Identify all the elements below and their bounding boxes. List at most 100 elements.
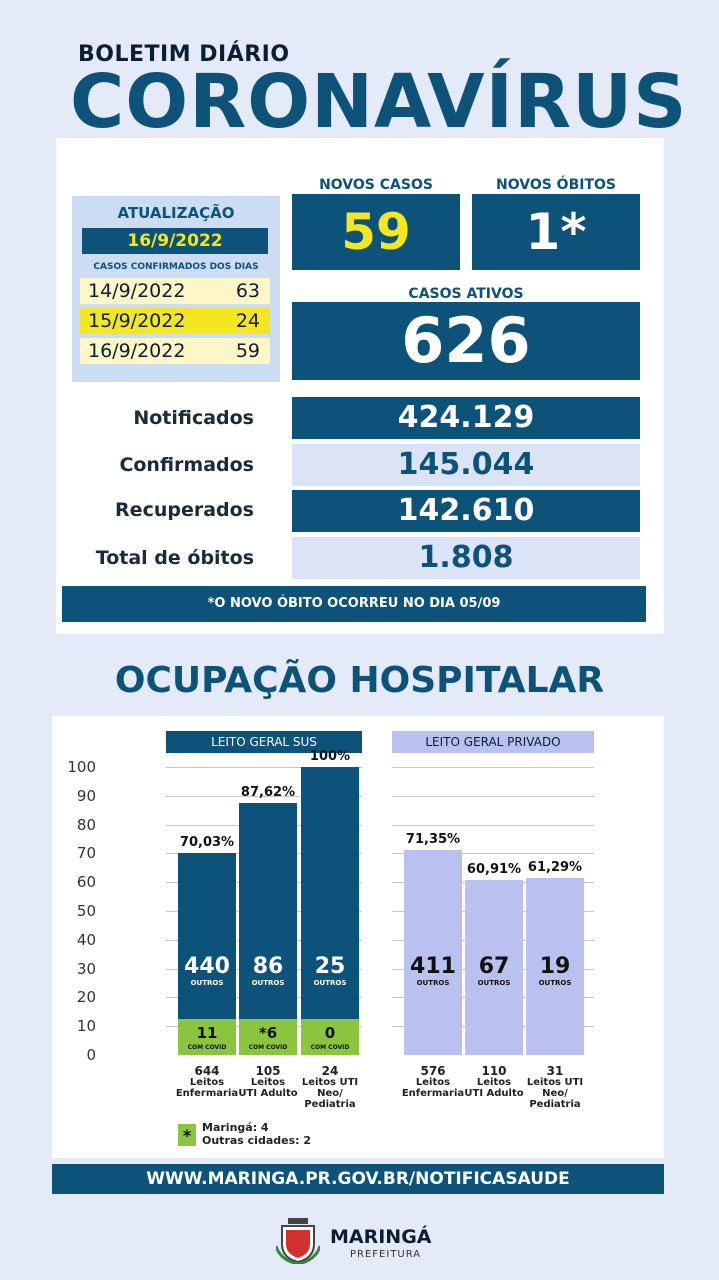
group-label-sus: LEITO GERAL SUS [166, 731, 362, 753]
y-tick-label: 20 [76, 988, 96, 1007]
bed-category-label: Enfermaria [175, 1088, 239, 1099]
bar-percent-label: 71,35% [405, 831, 461, 847]
update-subtitle: CASOS CONFIRMADOS DOS DIAS [93, 262, 259, 272]
day-value: 59 [235, 340, 260, 362]
covid-label: COM COVID [310, 1044, 350, 1051]
bed-category-label: Leitos [189, 1077, 225, 1088]
bed-category-label: Pediatria [304, 1099, 356, 1110]
outros-label: OUTROS [313, 979, 347, 987]
grid-line [392, 767, 594, 768]
logo-name: MARINGÁ [330, 1226, 432, 1248]
bar [526, 878, 584, 1055]
active-cases-value: 626 [292, 302, 640, 380]
outros-value: 440 [184, 954, 230, 979]
death-note: *O NOVO ÓBITO OCORREU NO DIA 05/09 [62, 586, 646, 622]
bed-category-label: Leitos [476, 1077, 512, 1088]
y-tick-label: 80 [76, 815, 96, 834]
bulletin-title: CORONAVÍRUS [70, 59, 688, 145]
covid-segment [239, 1019, 297, 1055]
outros-value: 25 [314, 954, 346, 979]
stat-value-deaths: 1.808 [292, 537, 640, 579]
y-tick-label: 100 [67, 758, 96, 776]
grid-line [392, 853, 594, 855]
stat-label-notified: Notificados [133, 407, 254, 429]
covid-label: COM COVID [248, 1044, 288, 1051]
day-value: 24 [235, 310, 260, 332]
bed-count: 576 [420, 1064, 446, 1078]
outros-label: OUTROS [190, 979, 224, 987]
bar [301, 767, 359, 1055]
new-cases-label: NOVOS CASOS [319, 177, 433, 193]
update-date: 16/9/2022 [82, 228, 268, 254]
bed-category-label: Leitos UTI [526, 1077, 584, 1088]
outros-value: 67 [478, 954, 510, 979]
update-label: ATUALIZAÇÃO [117, 204, 235, 222]
bed-category-label: Leitos [415, 1077, 451, 1088]
y-tick-label: 0 [86, 1046, 96, 1064]
bed-category-label: Neo/ [317, 1088, 343, 1099]
legend-line: Maringá: 4 [202, 1121, 269, 1134]
day-value: 63 [235, 280, 260, 302]
day-row: 15/9/2022 24 [80, 308, 270, 334]
legend-asterisk-icon: * [178, 1124, 196, 1146]
y-tick-label: 30 [76, 959, 96, 978]
stat-label-recovered: Recuperados [115, 499, 254, 521]
covid-value: *6 [258, 1024, 278, 1042]
bed-count: 24 [321, 1064, 339, 1078]
day-row: 16/9/2022 59 [80, 338, 270, 364]
grid-line [392, 824, 594, 826]
legend-line: Outras cidades: 2 [202, 1134, 312, 1147]
day-date: 14/9/2022 [88, 280, 186, 302]
logo-subtitle: PREFEITURA [350, 1249, 422, 1260]
covid-value: 0 [324, 1024, 336, 1042]
bed-category-label: UTI Adulto [238, 1088, 298, 1099]
stat-label-deaths: Total de óbitos [95, 547, 254, 569]
group-label-private: LEITO GERAL PRIVADO [392, 731, 594, 753]
bed-category-label: Neo/ [542, 1088, 568, 1099]
covid-label: COM COVID [187, 1044, 227, 1051]
covid-value: 11 [196, 1024, 218, 1042]
y-tick-label: 10 [76, 1017, 96, 1036]
covid-segment [178, 1019, 236, 1055]
bar-percent-label: 87,62% [240, 784, 296, 800]
stat-value-notified: 424.129 [292, 397, 640, 439]
bed-category-label: UTI Adulto [464, 1088, 524, 1099]
outros-value: 86 [252, 954, 284, 979]
outros-value: 411 [410, 954, 456, 979]
bar-percent-label: 100% [309, 749, 351, 764]
y-tick-label: 70 [76, 844, 96, 863]
bar [404, 849, 462, 1055]
section-title: OCUPAÇÃO HOSPITALAR [114, 660, 605, 701]
stat-label-confirmed: Confirmados [119, 454, 254, 476]
bed-count: 110 [481, 1064, 507, 1078]
bar [465, 879, 523, 1055]
bar-percent-label: 61,29% [527, 860, 583, 876]
day-row: 14/9/2022 63 [80, 278, 270, 304]
outros-label: OUTROS [416, 979, 450, 987]
bed-count: 644 [194, 1064, 220, 1078]
new-deaths-label: NOVOS ÓBITOS [495, 177, 616, 193]
city-crest-icon [276, 1218, 320, 1264]
footer-url-link[interactable]: WWW.MARINGA.PR.GOV.BR/NOTIFICASAUDE [52, 1164, 664, 1194]
outros-label: OUTROS [538, 979, 572, 987]
stat-value-recovered: 142.610 [292, 490, 640, 532]
bulletin-kicker: BOLETIM DIÁRIO [78, 42, 290, 67]
outros-label: OUTROS [477, 979, 511, 987]
stat-value-confirmed: 145.044 [292, 444, 640, 486]
bed-category-label: Leitos UTI [301, 1077, 359, 1088]
day-date: 15/9/2022 [88, 310, 186, 332]
day-date: 16/9/2022 [88, 340, 186, 362]
bar [239, 802, 297, 1055]
y-tick-label: 90 [76, 786, 96, 805]
bed-count: 31 [546, 1064, 564, 1078]
bar-percent-label: 60,91% [466, 861, 522, 877]
y-tick-label: 50 [76, 902, 96, 920]
grid-line [166, 795, 362, 797]
outros-label: OUTROS [251, 979, 285, 987]
outros-value: 19 [539, 954, 571, 979]
y-tick-label: 60 [76, 873, 96, 892]
grid-line [392, 795, 594, 797]
grid-line [166, 767, 362, 768]
active-cases-label: CASOS ATIVOS [408, 286, 524, 302]
